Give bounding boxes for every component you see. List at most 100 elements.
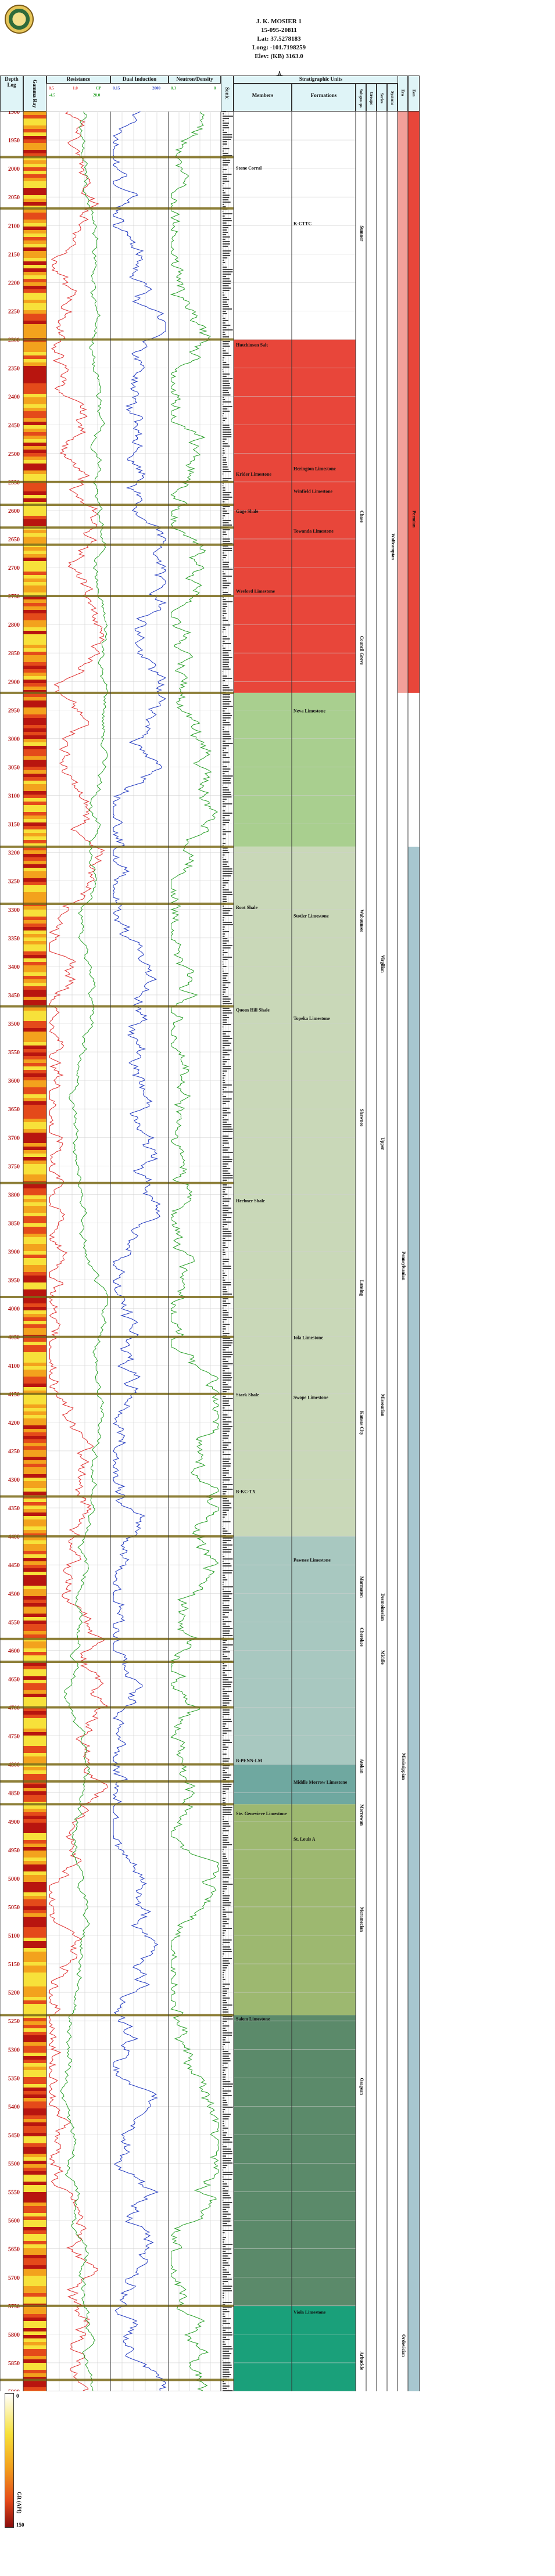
- gamma-ray-cell: [23, 2314, 46, 2318]
- gamma-ray-cell: [23, 2011, 46, 2014]
- gamma-ray-cell: [23, 1087, 46, 1091]
- depth-label: 4300: [8, 1477, 20, 1483]
- gamma-ray-cell: [23, 850, 46, 854]
- member-label: Pawnee Limestone: [293, 1557, 331, 1562]
- gamma-ray-cell: [23, 1861, 46, 1864]
- gamma-ray-cell: [23, 1614, 46, 1617]
- gamma-ray-cell: [23, 1830, 46, 1833]
- gamma-ray-cell: [23, 617, 46, 620]
- gamma-ray-cell: [23, 1617, 46, 1621]
- gamma-ray-cell: [23, 1122, 46, 1126]
- gamma-ray-cell: [23, 1666, 46, 1669]
- gamma-ray-cell: [23, 1753, 46, 1756]
- gamma-ray-cell: [23, 2000, 46, 2004]
- gamma-ray-cell: [23, 777, 46, 781]
- gamma-ray-cell: [23, 362, 46, 366]
- gamma-ray-cell: [23, 411, 46, 415]
- depth-label: 3100: [8, 793, 20, 800]
- gamma-ray-cell: [23, 1174, 46, 1178]
- gamma-ray-cell: [23, 157, 46, 160]
- gamma-ray-cell: [23, 422, 46, 425]
- gamma-ray-cell: [23, 1059, 46, 1063]
- gamma-ray-cell: [23, 314, 46, 317]
- gamma-ray-cell: [23, 579, 46, 582]
- gamma-ray-cell: [23, 2335, 46, 2338]
- gamma-ray-cell: [23, 1596, 46, 1600]
- depth-label: 3050: [8, 764, 20, 771]
- gamma-ray-cell: [23, 139, 46, 143]
- member-label: Queen Hill Shale: [236, 1007, 270, 1012]
- gamma-ray-cell: [23, 2279, 46, 2283]
- strat-band: [234, 2305, 356, 2391]
- gamma-ray-cell: [23, 1310, 46, 1314]
- gamma-ray-cell: [23, 1927, 46, 1931]
- depth-label: 2650: [8, 537, 20, 543]
- gamma-ray-cell: [23, 185, 46, 188]
- gamma-ray-cell: [23, 268, 46, 272]
- subgroups-header: Subgroups: [356, 84, 366, 112]
- gamma-ray-cell: [23, 498, 46, 502]
- gamma-ray-cell: [23, 1680, 46, 1683]
- gamma-ray-header: Gamma Ray: [23, 76, 46, 112]
- depth-label: 3900: [8, 1249, 20, 1256]
- gamma-ray-cell: [23, 1042, 46, 1046]
- gamma-ray-cell: [23, 1767, 46, 1770]
- gamma-ray-cell: [23, 1418, 46, 1422]
- gamma-ray-cell: [23, 1101, 46, 1105]
- gamma-ray-cell: [23, 530, 46, 533]
- formation-marker: [0, 1637, 234, 1640]
- depth-label: 4900: [8, 1819, 20, 1826]
- gamma-ray-cell: [23, 927, 46, 930]
- gamma-ray-cell: [23, 2203, 46, 2206]
- well-header: J. K. MOSIER 1 15-095-20811 Lat: 37.5278…: [174, 17, 384, 61]
- depth-header-label: Depth: [5, 76, 19, 82]
- formation-marker: [0, 1535, 234, 1538]
- eon-header: Eon: [408, 76, 420, 112]
- gamma-ray-cell: [23, 1432, 46, 1436]
- gamma-ray-cell: [23, 457, 46, 460]
- gamma-ray-cell: [23, 387, 46, 390]
- gamma-ray-cell: [23, 613, 46, 617]
- gamma-ray-cell: [23, 1652, 46, 1655]
- gamma-ray-cell: [23, 1777, 46, 1781]
- gamma-ray-cell: [23, 1770, 46, 1774]
- gamma-ray-cell: [23, 1575, 46, 1579]
- gamma-ray-cell: [23, 436, 46, 439]
- gamma-ray-cell: [23, 1993, 46, 1997]
- gamma-ray-cell: [23, 2380, 46, 2384]
- gamma-ray-cell: [23, 2318, 46, 2321]
- gamma-ray-cell: [23, 1892, 46, 1896]
- gamma-ray-cell: [23, 1171, 46, 1174]
- gamma-ray-cell: [23, 1195, 46, 1199]
- gamma-ray-cell: [23, 565, 46, 568]
- gamma-ray-cell: [23, 251, 46, 254]
- gamma-ray-cell: [23, 2046, 46, 2049]
- gamma-ray-cell: [23, 2182, 46, 2185]
- depth-label: 5500: [8, 2161, 20, 2168]
- gamma-ray-cell: [23, 1345, 46, 1349]
- gamma-ray-cell: [23, 1627, 46, 1631]
- gamma-ray-cell: [23, 1593, 46, 1596]
- gamma-ray-cell: [23, 704, 46, 707]
- depth-label: 4500: [8, 1591, 20, 1597]
- gamma-ray-cell: [23, 1847, 46, 1851]
- depth-label: 3250: [8, 879, 20, 885]
- gamma-ray-cell: [23, 1854, 46, 1858]
- gamma-ray-cell: [23, 1586, 46, 1589]
- gamma-ray-cell: [23, 1216, 46, 1220]
- gamma-ray-cell: [23, 2060, 46, 2063]
- formation-marker: [0, 1763, 234, 1766]
- gamma-ray-cell: [23, 279, 46, 282]
- gamma-ray-cell: [23, 2377, 46, 2380]
- gamma-ray-cell: [23, 1188, 46, 1192]
- gamma-ray-cell: [23, 1167, 46, 1171]
- gamma-ray-cell: [23, 1439, 46, 1443]
- gamma-ray-cell: [23, 1436, 46, 1439]
- gamma-ray-cell: [23, 1094, 46, 1098]
- gamma-ray-cell: [23, 1136, 46, 1140]
- gamma-ray-cell: [23, 2081, 46, 2084]
- gamma-ray-cell: [23, 1509, 46, 1512]
- gamma-ray-cell: [23, 1241, 46, 1244]
- gamma-ray-cell: [23, 397, 46, 401]
- eon-header-label: Eon: [411, 89, 416, 97]
